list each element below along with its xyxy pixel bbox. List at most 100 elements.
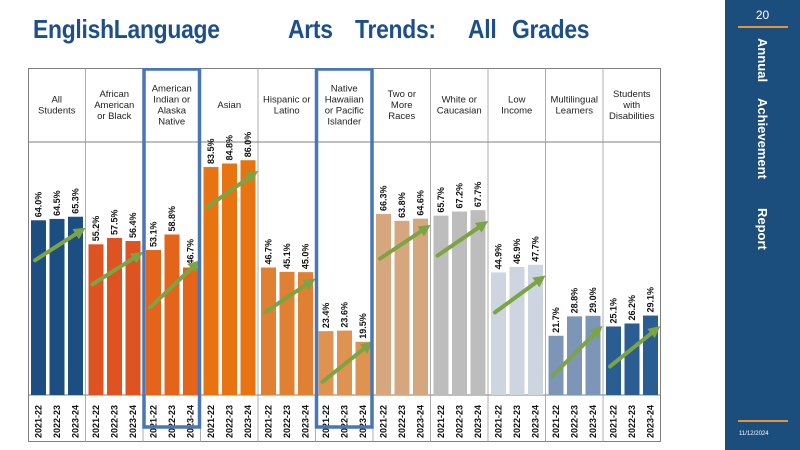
value-label: 26.2% [627, 295, 637, 321]
value-label: 25.1% [609, 298, 619, 324]
title-word: All [468, 14, 497, 44]
value-label: 45.0% [301, 244, 311, 270]
group-label: Multilingual Learners [550, 95, 598, 117]
title-word: Arts [288, 14, 333, 44]
value-label: 58.8% [167, 206, 177, 232]
group-label-line: White or [442, 95, 477, 106]
value-label: 64.5% [52, 190, 62, 216]
group-label: Hispanic or Latino [263, 95, 311, 117]
value-label: 29.1% [646, 287, 656, 313]
value-label: 23.4% [321, 303, 331, 329]
date-label: 11/12/2024 [739, 431, 769, 437]
bar [528, 264, 543, 395]
bar [298, 272, 313, 395]
group-label-line: Alaska [157, 106, 186, 117]
trend-arrow [493, 275, 546, 315]
bar [261, 267, 276, 395]
bar [606, 326, 621, 395]
group-label-line: Income [501, 106, 532, 117]
year-label: 2021-22 [551, 405, 561, 438]
group-label-line: Students [38, 106, 76, 117]
year-label: 2023-24 [531, 405, 541, 438]
group-label-line: Native [331, 84, 358, 95]
group-label-line: American [94, 100, 134, 111]
page-number: 20 [755, 8, 770, 22]
value-label: 28.8% [570, 288, 580, 314]
trend-arrow [263, 278, 316, 315]
year-label: 2023-24 [243, 405, 253, 438]
group-label-line: African [99, 89, 129, 100]
report-title-word: Annual [755, 38, 770, 83]
bar [643, 315, 658, 395]
value-label: 64.0% [34, 192, 44, 218]
bar [433, 215, 449, 395]
group-label-line: or Black [97, 111, 132, 122]
group-label-line: Multilingual [550, 95, 598, 106]
highlight-box [142, 68, 202, 429]
year-label: 2022-23 [52, 405, 62, 438]
year-label: 2023-24 [646, 405, 656, 438]
year-label: 2023-24 [358, 405, 368, 438]
bar [240, 160, 256, 395]
value-label: 46.7% [186, 239, 196, 265]
bar [318, 331, 334, 395]
value-label: 63.8% [397, 192, 407, 218]
group-label-line: Students [613, 89, 651, 100]
group-label-line: Asian [217, 100, 241, 111]
value-label: 65.3% [71, 188, 81, 214]
group-label-line: Hawaiian [325, 95, 364, 106]
year-label: 2023-24 [416, 405, 426, 438]
title-word: Grades [512, 14, 590, 44]
highlight-box [314, 68, 374, 429]
group-label: Low Income [501, 95, 532, 117]
group-label-line: More [391, 100, 413, 111]
value-label: 65.7% [436, 187, 446, 213]
bar [49, 218, 65, 395]
year-label: 2022-23 [627, 405, 637, 438]
bar [183, 267, 198, 395]
title-word: EnglishLanguage [33, 14, 220, 44]
title-word: Trends: [355, 14, 436, 44]
bar [376, 214, 391, 395]
trend-arrow [608, 326, 661, 369]
group-label-line: All [51, 95, 62, 106]
trend-arrow [205, 170, 259, 210]
year-label: 2023-24 [128, 405, 138, 438]
group-label-line: Indian or [153, 95, 190, 106]
group-label: Asian [217, 100, 241, 111]
value-label: 29.0% [588, 287, 598, 313]
bar [413, 218, 428, 395]
value-label: 56.4% [128, 212, 138, 238]
bar [394, 220, 410, 395]
bar [203, 167, 219, 395]
group-label-line: Low [508, 95, 526, 106]
value-label: 47.7% [531, 236, 541, 262]
bar [164, 234, 180, 395]
bar [624, 323, 640, 395]
year-label: 2023-24 [473, 405, 483, 438]
value-label: 21.7% [551, 307, 561, 333]
value-label: 19.5% [358, 313, 368, 339]
trend-arrow [90, 252, 144, 287]
group-label-line: Races [388, 111, 415, 122]
group-label-line: American [152, 84, 192, 95]
year-label: 2023-24 [71, 405, 81, 438]
slide-title: EnglishLanguage Arts Trends: All Grades [0, 14, 720, 54]
accent-rule-bottom [738, 420, 788, 422]
year-label: 2023-24 [186, 405, 196, 438]
group-label-line: Latino [274, 106, 300, 117]
bar [452, 211, 467, 395]
value-label: 53.1% [149, 222, 159, 248]
group-label: All Students [38, 95, 76, 117]
value-label: 46.7% [264, 239, 274, 265]
value-label: 45.1% [282, 243, 292, 269]
value-label: 86.0% [243, 132, 253, 158]
accent-rule-top [738, 26, 788, 28]
year-label: 2021-22 [264, 405, 274, 438]
value-label: 46.9% [512, 238, 522, 264]
group-label-line: Caucasian [437, 106, 482, 117]
year-label: 2021-22 [379, 405, 389, 438]
year-label: 2021-22 [436, 405, 446, 438]
trend-arrow [435, 221, 489, 258]
bar [222, 163, 237, 395]
